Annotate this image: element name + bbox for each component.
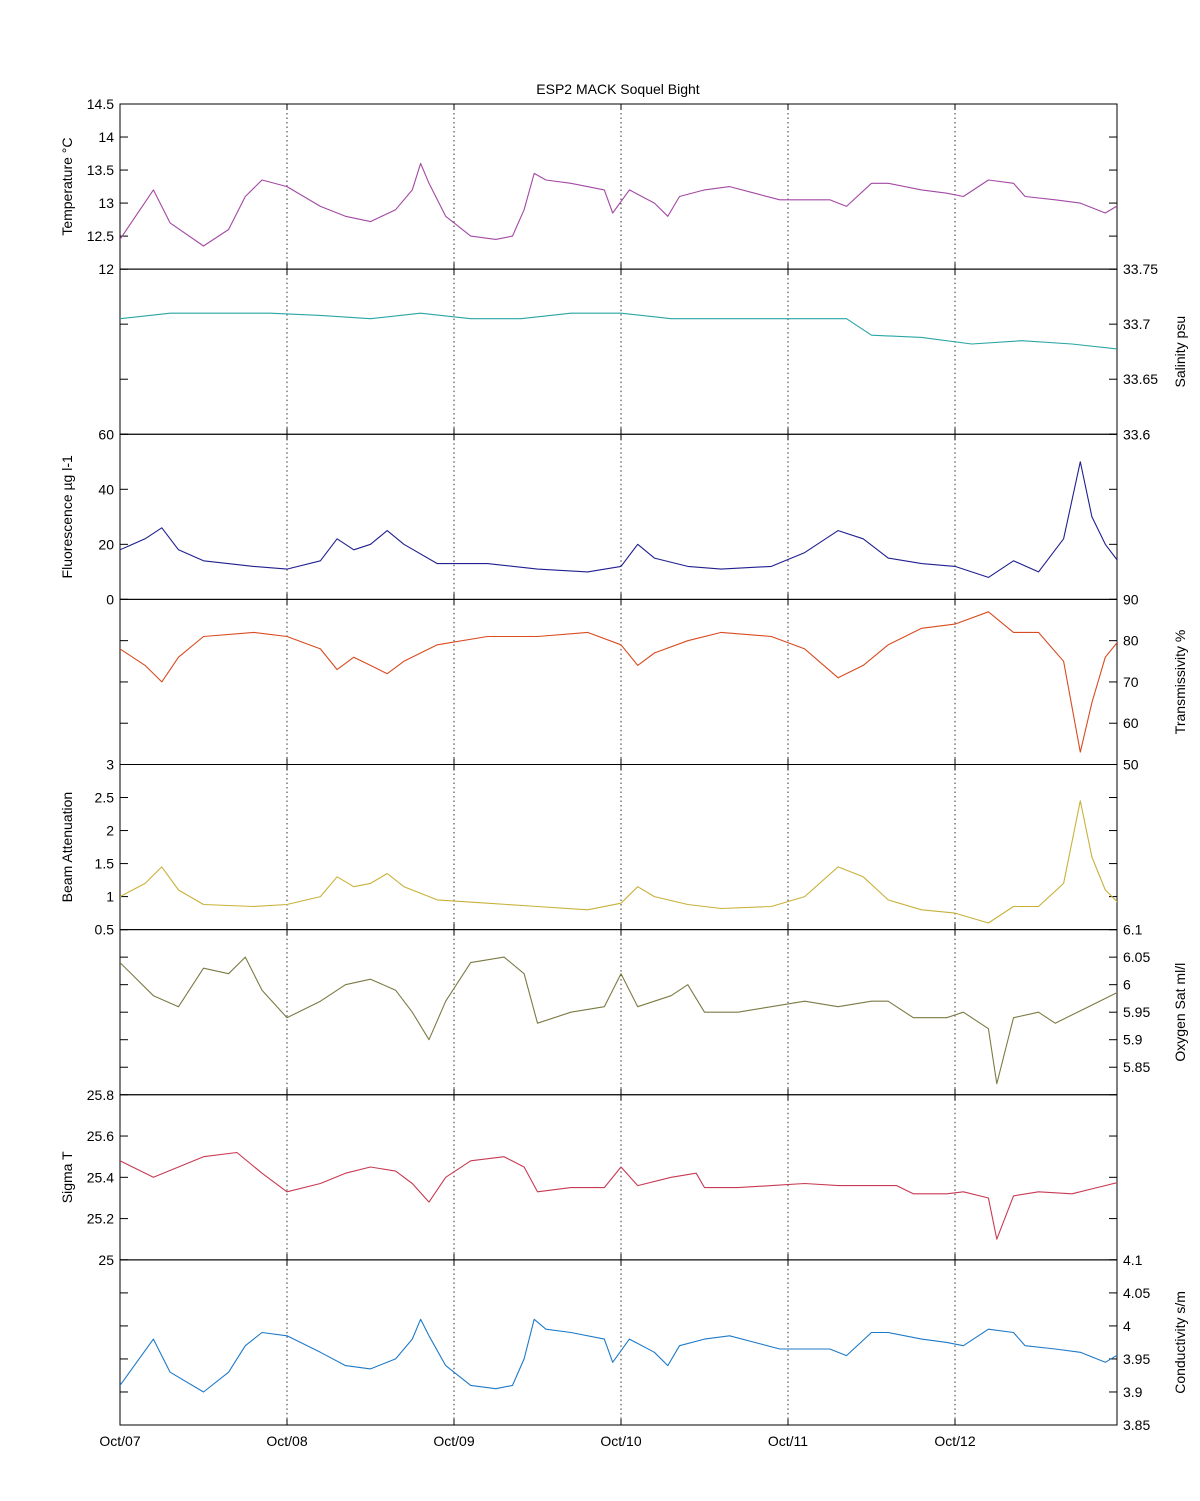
panel-7: 25 25.2 25.4 25.6 25.8 Sigma T [59,1087,1118,1268]
y-axis-label: Conductivity s/m [1172,1291,1188,1394]
y-tick-label: 3 [106,757,114,773]
y-tick-label: 3.95 [1123,1351,1150,1367]
panel-frame [119,1094,1118,1261]
y-axis-label: Temperature °C [59,137,75,235]
y-tick-label: 33.75 [1123,261,1158,277]
y-tick-label: 13 [98,195,114,211]
data-series-line [120,611,1117,753]
data-series-line [120,461,1117,578]
y-tick-label: 1.5 [95,856,115,872]
y-tick-label: 20 [98,536,114,552]
y-tick-label: 25 [98,1252,114,1268]
data-series-line [120,1151,1117,1240]
y-tick-label: 60 [1123,715,1139,731]
panel-8: 3.85 3.9 3.95 4 4.05 4.1 Conductivity s/m [119,1252,1188,1433]
y-tick-label: 50 [1123,757,1139,773]
y-tick-label: 4.05 [1123,1285,1150,1301]
x-tick-label: Oct/07 [99,1433,140,1449]
data-series-line [120,800,1117,924]
y-tick-label: 4 [1123,1318,1131,1334]
y-tick-label: 12.5 [87,228,114,244]
y-tick-label: 14 [98,129,114,145]
y-tick-label: 40 [98,481,114,497]
y-axis-label: Oxygen Sat ml/l [1172,963,1188,1062]
y-tick-label: 25.4 [87,1169,114,1185]
y-tick-label: 2.5 [95,790,115,806]
panel-frame [119,1259,1118,1426]
y-tick-label: 6.05 [1123,949,1150,965]
y-tick-label: 90 [1123,591,1139,607]
y-tick-label: 4.1 [1123,1252,1143,1268]
y-tick-label: 14.5 [87,96,114,112]
y-tick-label: 33.6 [1123,426,1150,442]
y-tick-label: 6.1 [1123,922,1143,938]
y-tick-label: 5.95 [1123,1004,1150,1020]
y-tick-label: 25.6 [87,1128,114,1144]
y-tick-label: 5.85 [1123,1059,1150,1075]
y-tick-label: 80 [1123,633,1139,649]
panel-frame [119,929,1118,1096]
y-tick-label: 3.9 [1123,1384,1143,1400]
y-tick-label: 25.2 [87,1211,114,1227]
panel-frame [119,433,1118,600]
y-axis-label: Transmissivity % [1172,630,1188,735]
panel-frame [119,103,1118,270]
y-tick-label: 1 [106,889,114,905]
y-tick-label: 60 [98,426,114,442]
x-tick-label: Oct/09 [433,1433,474,1449]
x-tick-label: Oct/11 [768,1433,808,1449]
panel-frame [119,268,1118,435]
y-axis-label: Beam Attenuation [59,792,75,903]
x-axis: Oct/07 Oct/08 Oct/09 Oct/10 Oct/11 Oct/12 [99,1433,975,1449]
panel-3: 0 20 40 60 Fluorescence µg l-1 [59,426,1118,607]
y-axis-label: Fluorescence µg l-1 [59,455,75,578]
x-tick-label: Oct/10 [600,1433,641,1449]
y-tick-label: 3.85 [1123,1417,1150,1433]
y-tick-label: 25.8 [87,1087,114,1103]
y-axis-label: Sigma T [59,1151,75,1203]
panel-2: 33.6 33.65 33.7 33.75 Salinity psu [119,261,1188,442]
y-tick-label: 0.5 [95,922,115,938]
y-axis-label: Salinity psu [1172,316,1188,388]
panel-4: 50 60 70 80 90 Transmissivity % [119,591,1188,773]
y-tick-label: 0 [106,591,114,607]
y-tick-label: 2 [106,823,114,839]
panel-6: 5.85 5.9 5.95 6 6.05 6.1 Oxygen Sat ml/l [119,922,1188,1096]
data-series-line [120,956,1117,1085]
x-tick-label: Oct/08 [266,1433,307,1449]
y-tick-label: 6 [1123,977,1131,993]
y-tick-label: 12 [98,261,114,277]
x-tick-label: Oct/12 [934,1433,975,1449]
panel-frame [119,598,1118,765]
panel-5: 0.5 1 1.5 2 2.5 3 Beam Attenuation [59,757,1118,938]
panel-1: 12 12.5 13 13.5 14 14.5 Temperature °C [59,96,1118,277]
panel-frame [119,764,1118,931]
y-tick-label: 13.5 [87,162,114,178]
data-series-line [120,162,1117,247]
data-series-line [120,1318,1117,1393]
y-tick-label: 33.65 [1123,371,1158,387]
y-tick-label: 5.9 [1123,1032,1143,1048]
y-tick-label: 70 [1123,674,1139,690]
chart-title: ESP2 MACK Soquel Bight [536,81,700,97]
data-series-line [120,312,1117,350]
y-tick-label: 33.7 [1123,316,1150,332]
